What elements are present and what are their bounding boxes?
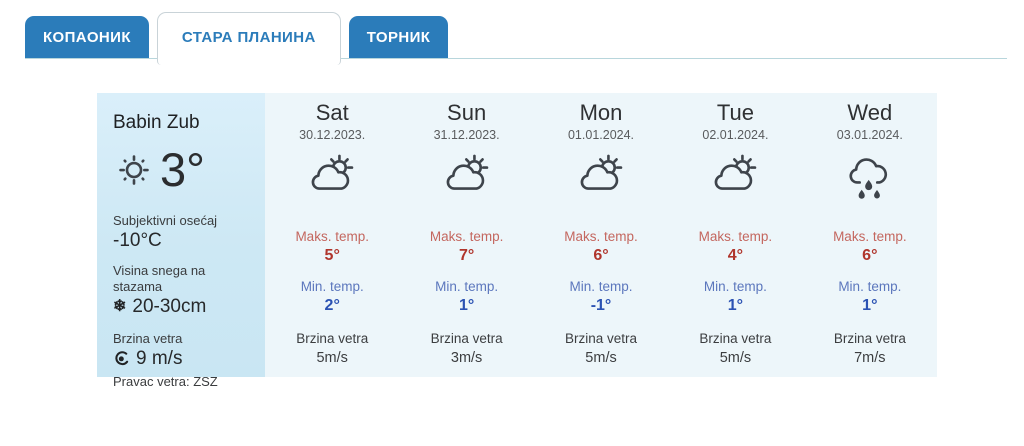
min-temp-label: Min. temp. [838, 279, 902, 294]
min-temp-value: 2° [324, 297, 340, 314]
max-temp-label: Maks. temp. [295, 229, 369, 244]
day-date: 03.01.2024. [836, 128, 903, 142]
wind-label: Brzina vetra [699, 331, 772, 346]
current-temperature: 3° [160, 143, 205, 196]
forecast-panel: Babin Zub 3° Subjektivni osećaj -10°C Vi… [97, 93, 937, 389]
partly-cloudy-day-icon [439, 147, 495, 203]
wind-label: Brzina vetra [833, 331, 906, 346]
wind-value: 7m/s [854, 350, 886, 366]
wind-label: Brzina vetra [296, 331, 369, 346]
wind-value: 5m/s [719, 350, 752, 366]
day-date: 31.12.2023. [433, 128, 500, 142]
forecast-days: Sat 30.12.2023. Maks. temp. 5° Min. temp… [265, 93, 937, 377]
wind-speed-label: Brzina vetra [113, 331, 183, 346]
partly-cloudy-day-icon [573, 147, 629, 203]
day-date: 01.01.2024. [567, 128, 635, 142]
current-temp-row: 3° [113, 142, 257, 198]
max-temp-value: 6° [862, 247, 878, 264]
forecast-day-wed: Wed 03.01.2024. Maks. temp. 6° Min. temp… [803, 93, 937, 377]
location-name: Babin Zub [113, 112, 200, 133]
snow-depth-value: 20-30cm [132, 296, 207, 317]
day-name: Sun [447, 100, 487, 125]
wind-speed-row: 9 m/s [113, 348, 257, 370]
day-name: Mon [579, 100, 623, 125]
min-temp-label: Min. temp. [435, 279, 499, 294]
day-date: 30.12.2023. [299, 128, 366, 142]
max-temp-value: 6° [593, 247, 609, 264]
tab-tornik[interactable]: ТОРНИК [348, 16, 449, 58]
max-temp-label: Maks. temp. [698, 229, 773, 244]
min-temp-label: Min. temp. [703, 279, 767, 294]
max-temp-label: Maks. temp. [429, 229, 504, 244]
wind-value: 5m/s [316, 350, 348, 366]
current-conditions: Babin Zub 3° Subjektivni osećaj -10°C Vi… [97, 93, 265, 389]
wind-speed-value: 9 m/s [136, 348, 183, 369]
rain-icon [842, 147, 898, 203]
tab-kopaonik[interactable]: КОПАОНИК [25, 16, 149, 58]
min-temp-label: Min. temp. [569, 279, 633, 294]
snow-depth-label: Visina snega na stazama [113, 263, 206, 294]
partly-cloudy-day-icon [304, 147, 360, 203]
wind-value: 3m/s [450, 350, 483, 366]
day-name: Wed [847, 100, 893, 125]
tab-bar: КОПАОНИК СТАРА ПЛАНИНА ТОРНИК [25, 0, 1007, 65]
max-temp-label: Maks. temp. [833, 229, 907, 244]
max-temp-value: 7° [458, 247, 475, 264]
min-temp-value: 1° [727, 297, 744, 314]
cyclone-icon [113, 351, 130, 368]
min-temp-label: Min. temp. [300, 279, 364, 294]
day-date: 02.01.2024. [702, 128, 769, 142]
wind-direction: Pravac vetra: ZSZ [113, 374, 218, 389]
max-temp-value: 5° [324, 247, 340, 264]
day-name: Sat [315, 100, 349, 125]
min-temp-value: 1° [862, 297, 878, 314]
feels-like-value: -10°C [113, 230, 162, 251]
snowflake-icon: ❄ [113, 298, 127, 315]
wind-label: Brzina vetra [430, 331, 503, 346]
sun-icon [113, 149, 155, 191]
forecast-day-sun: Sun 31.12.2023. Maks. temp. 7° Min. temp… [399, 93, 533, 377]
max-temp-label: Maks. temp. [564, 229, 638, 244]
tab-stara-planina[interactable]: СТАРА ПЛАНИНА [156, 12, 341, 65]
snow-depth-row: ❄ 20-30cm [113, 296, 257, 318]
forecast-day-tue: Tue 02.01.2024. Maks. temp. 4° Min. temp… [668, 93, 802, 377]
weather-widget: КОПАОНИК СТАРА ПЛАНИНА ТОРНИК Babin Zub … [25, 0, 1007, 389]
day-name: Tue [716, 100, 754, 125]
min-temp-value: 1° [458, 297, 475, 314]
wind-label: Brzina vetra [565, 331, 638, 346]
wind-value: 5m/s [585, 350, 617, 366]
min-temp-value: -1° [590, 297, 612, 314]
max-temp-value: 4° [727, 247, 744, 264]
partly-cloudy-day-icon [707, 147, 763, 203]
feels-like-label: Subjektivni osećaj [113, 213, 218, 228]
forecast-day-mon: Mon 01.01.2024. Maks. temp. 6° Min. temp… [534, 93, 668, 377]
forecast-day-sat: Sat 30.12.2023. Maks. temp. 5° Min. temp… [265, 93, 399, 377]
